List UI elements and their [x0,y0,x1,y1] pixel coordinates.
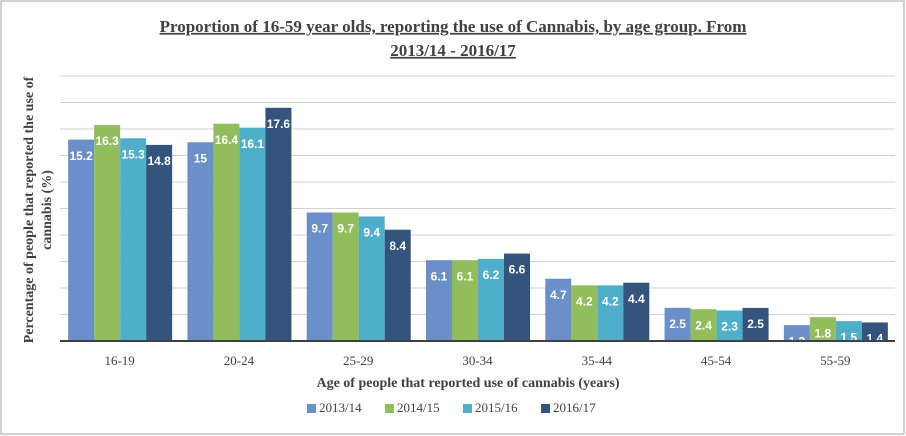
data-label: 6.1 [431,269,448,283]
bar [716,310,743,341]
bar [120,138,147,341]
y-axis-label: Percentage of people that reported the u… [22,76,37,343]
y-axis-label: cannabis (%) [40,170,55,250]
bar [384,229,411,341]
x-tick-label: 55-59 [820,353,850,368]
data-label: 6.2 [483,268,500,282]
data-label: 6.6 [509,263,526,277]
bar [809,317,836,341]
x-tick-label: 16-19 [104,353,134,368]
x-tick-label: 45-54 [701,353,732,368]
data-label: 15.3 [121,147,145,161]
legend-swatch [385,404,394,413]
bar [332,212,359,341]
bar [478,258,504,341]
data-label: 9.7 [337,222,354,236]
data-label: 4.4 [628,292,645,306]
legend-swatch [541,404,550,413]
chart-title: Proportion of 16-59 year olds, reporting… [160,17,747,36]
data-label: 1.8 [815,326,832,340]
data-label: 4.2 [576,295,593,309]
bar [358,216,385,341]
legend-label: 2014/15 [397,400,440,415]
bar [742,307,769,341]
data-label: 8.4 [389,239,406,253]
bar [623,282,650,341]
legend-label: 2016/17 [553,400,596,415]
chart-subtitle: 2013/14 - 2016/17 [390,41,516,60]
bar [690,309,717,341]
data-label: 2.5 [747,317,764,331]
bar [504,253,530,341]
data-label: 14.8 [147,154,171,168]
bar [835,321,862,341]
data-label: 16.4 [215,133,239,147]
data-label: 15.2 [69,149,93,163]
x-tick-label: 35-44 [582,353,613,368]
legend-swatch [463,404,472,413]
data-label: 1.4 [867,332,884,346]
bar [265,107,292,341]
bar [94,125,121,342]
data-label: 17.6 [267,117,291,131]
data-label: 9.4 [363,226,380,240]
legend-label: 2013/14 [319,400,362,415]
x-axis-label: Age of people that reported use of canna… [316,376,619,391]
data-label: 4.7 [550,288,567,302]
data-label: 2.5 [669,317,686,331]
data-label: 9.7 [311,222,328,236]
data-label: 2.4 [695,318,712,332]
bar [306,212,333,341]
x-tick-label: 20-24 [224,353,255,368]
data-label: 16.3 [95,134,119,148]
data-label: 6.1 [457,269,474,283]
bar [426,260,452,341]
bar [146,144,173,341]
bar [597,285,624,341]
data-label: 4.2 [602,295,619,309]
bar [545,278,572,341]
bar [861,322,888,341]
bar [783,325,810,341]
bar [187,142,214,341]
bar [239,127,266,341]
bar [664,307,691,341]
bar [213,123,240,341]
data-label: 1.5 [841,330,858,344]
data-label: 2.3 [721,320,738,334]
legend-label: 2015/16 [475,400,518,415]
bar [68,139,95,341]
bar [452,260,478,341]
data-label: 16.1 [241,137,265,151]
data-label: 15 [194,151,208,165]
x-tick-label: 25-29 [343,353,373,368]
bar [571,285,598,341]
x-tick-label: 30-34 [462,353,493,368]
legend-swatch [307,404,316,413]
